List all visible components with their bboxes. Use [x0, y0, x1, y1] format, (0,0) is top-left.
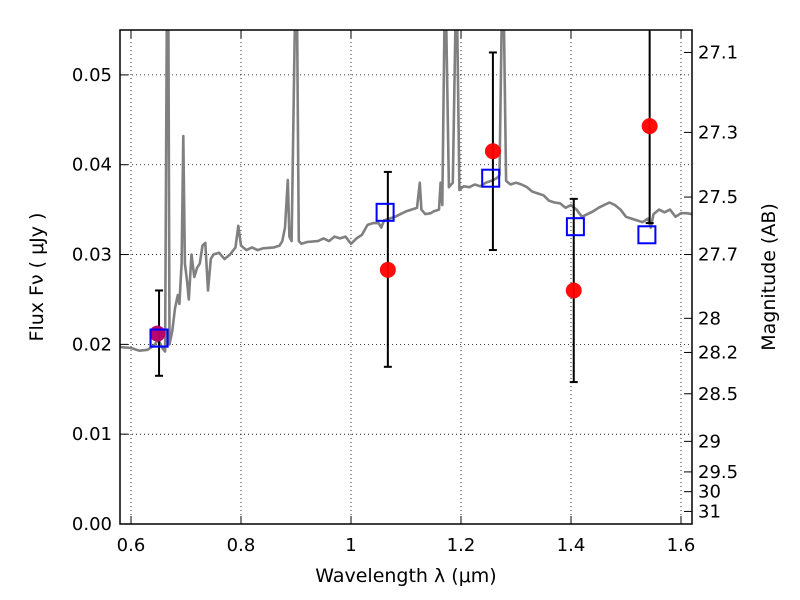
- observed-point: [484, 143, 501, 160]
- model-photometry-square: [637, 225, 657, 245]
- y-tick-label: 0.02: [72, 334, 112, 355]
- observed-point: [641, 118, 658, 135]
- x-axis-title: Wavelength λ (μm): [315, 565, 496, 587]
- x-tick-label: 1.4: [557, 535, 586, 556]
- y-tick-label: 0.03: [72, 245, 112, 266]
- y-tick-label: 0.05: [72, 65, 112, 86]
- grid: [120, 30, 692, 525]
- x-tick-label: 0.8: [227, 535, 256, 556]
- x-tick-label: 1: [345, 535, 356, 556]
- y-tick-label: 0.04: [72, 155, 112, 176]
- y2-tick-label: 29.5: [698, 462, 738, 483]
- y2-tick-label: 27.3: [698, 122, 738, 143]
- y2-tick-label: 28.5: [698, 384, 738, 405]
- overlap-marker: [149, 325, 166, 342]
- y-tick-label: 0.00: [72, 514, 112, 535]
- model-photometry-square: [149, 328, 169, 348]
- x-tick-label: 0.6: [117, 535, 146, 556]
- y2-tick-label: 31: [698, 501, 721, 522]
- marker-layer: [149, 118, 658, 348]
- y2-axis-title: Magnitude (AB): [758, 203, 780, 351]
- x-tick-label: 1.6: [667, 535, 696, 556]
- plot-frame: [119, 29, 693, 525]
- errorbar-layer: [155, 30, 654, 384]
- y-axis-title: Flux Fν ( μJy ): [26, 213, 48, 342]
- ticks-layer: 0.6 0.8 1 1.2 1.4 1.6 0.00 0.01 0.02 0.03 0.04 0.05…: [72, 30, 738, 556]
- spectrum-line: [120, 30, 692, 353]
- model-photometry-square: [375, 202, 395, 222]
- observed-point: [379, 261, 396, 278]
- y2-tick-label: 27.7: [698, 245, 738, 266]
- y2-tick-label: 29: [698, 431, 721, 452]
- y2-tick-label: 30: [698, 482, 721, 503]
- model-photometry-square: [481, 168, 501, 188]
- model-photometry-square: [565, 217, 585, 237]
- y-tick-label: 0.01: [72, 424, 112, 445]
- y2-tick-label: 28: [698, 308, 721, 329]
- spectrum-layer: [120, 30, 692, 353]
- y2-tick-label: 27.1: [698, 42, 738, 63]
- x-tick-label: 1.2: [447, 535, 476, 556]
- y2-tick-label: 28.2: [698, 342, 738, 363]
- observed-point: [565, 282, 582, 299]
- y2-tick-label: 27.5: [698, 187, 738, 208]
